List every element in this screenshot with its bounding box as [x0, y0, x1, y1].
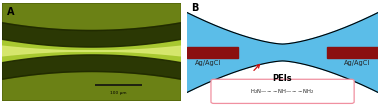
Bar	[327, 47, 378, 58]
Polygon shape	[2, 46, 181, 56]
Bar	[187, 47, 238, 58]
Polygon shape	[187, 13, 378, 92]
Text: A: A	[7, 7, 15, 17]
Polygon shape	[2, 55, 181, 79]
Polygon shape	[2, 72, 181, 101]
Polygon shape	[2, 3, 181, 30]
Text: Ag/AgCl: Ag/AgCl	[344, 60, 370, 66]
Text: 100 μm: 100 μm	[110, 91, 127, 95]
Text: $\mathregular{H_2N}$—$\mathregular{\sim\!\sim}$$\mathregular{NH}$—$\mathregular{: $\mathregular{H_2N}$—$\mathregular{\sim\…	[250, 87, 315, 96]
Text: B: B	[191, 3, 198, 13]
Polygon shape	[2, 23, 181, 47]
Text: PEIs: PEIs	[273, 74, 292, 83]
FancyBboxPatch shape	[211, 79, 354, 103]
Text: Ag/AgCl: Ag/AgCl	[195, 60, 221, 66]
